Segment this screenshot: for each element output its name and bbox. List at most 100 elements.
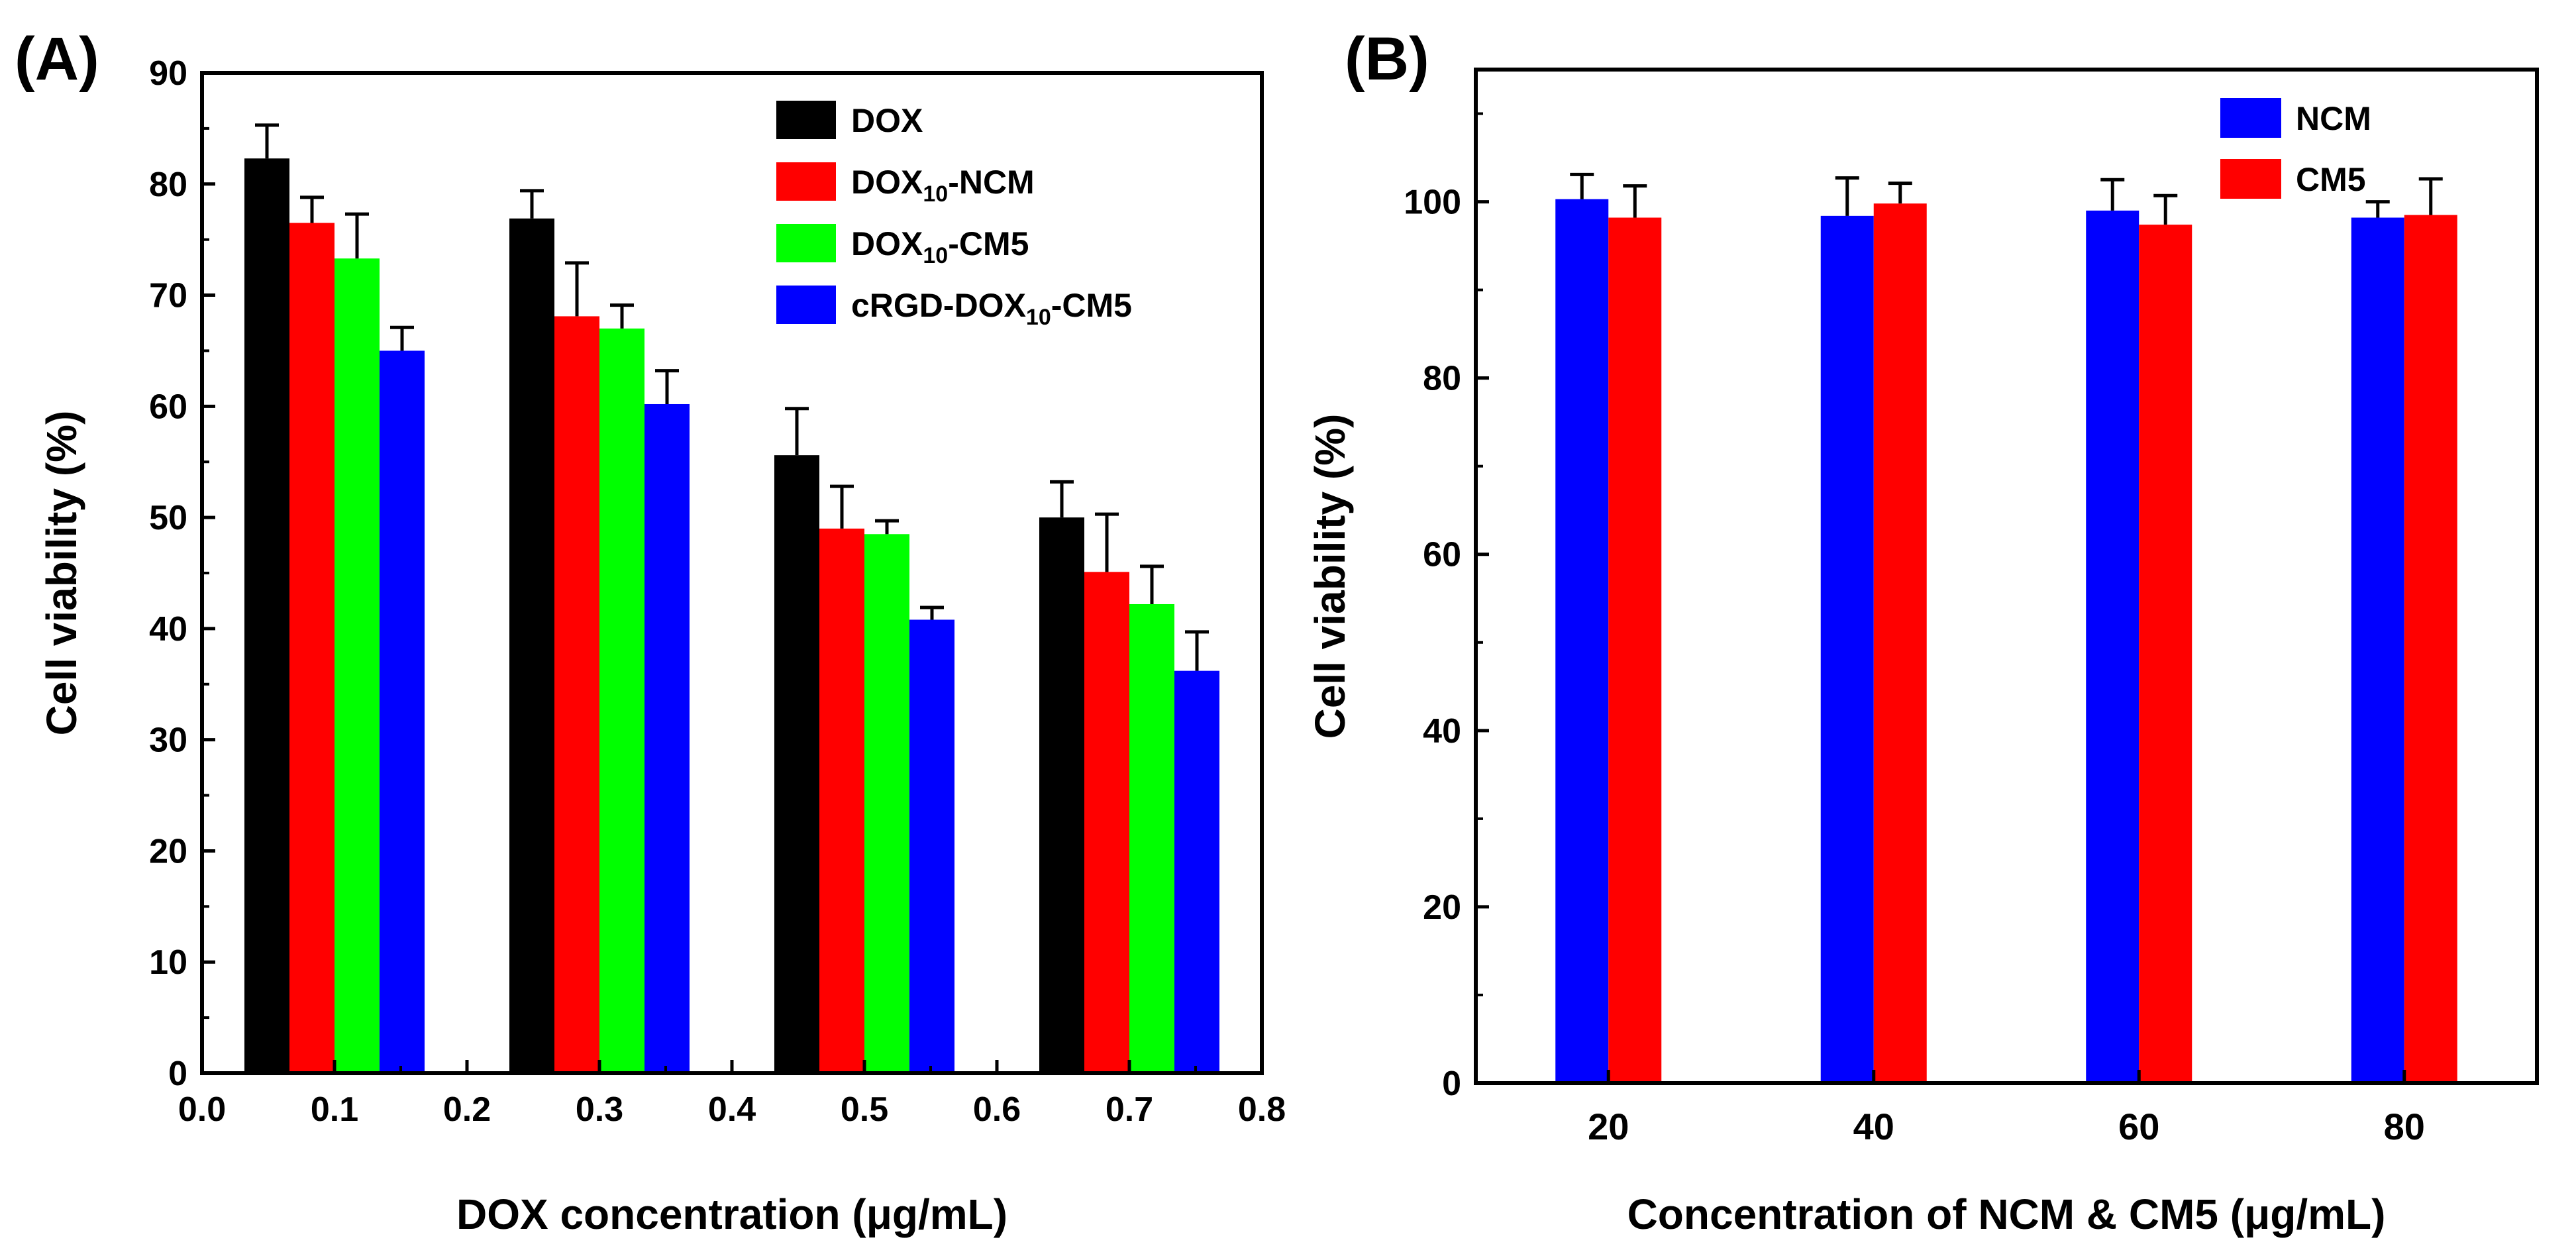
errorbar-a-2-2 xyxy=(875,519,899,535)
bar-b-cm5-0 xyxy=(1608,217,1662,1083)
ytick-label-a-2: 20 xyxy=(149,832,187,870)
bar-a-crgd-dox10-cm5-2 xyxy=(909,619,954,1073)
xtick-label-a-4: 0.4 xyxy=(708,1090,756,1129)
legend-label-b-1: CM5 xyxy=(2296,161,2366,198)
errorbar-a-1-3 xyxy=(1095,512,1119,572)
xtick-label-a-0: 0.0 xyxy=(178,1090,226,1129)
legend-label-a-2-tail: -CM5 xyxy=(948,225,1029,262)
bar-a-dox-3 xyxy=(1039,517,1084,1073)
bar-a-dox10-cm5-1 xyxy=(599,328,644,1073)
bar-a-crgd-dox10-cm5-0 xyxy=(380,350,425,1073)
legend-label-a-3-main: cRGD-DOX xyxy=(851,287,1026,324)
errorbar-a-3-1 xyxy=(655,369,679,404)
xtick-label-a-2: 0.2 xyxy=(443,1090,491,1129)
legend-swatch-a-3 xyxy=(776,286,836,324)
xtick-label-b-3: 80 xyxy=(2384,1106,2425,1147)
ytick-label-b-3: 60 xyxy=(1423,536,1461,574)
errorbar-b-0-0 xyxy=(1570,172,1594,199)
legend-label-a-0-main: DOX xyxy=(851,102,923,139)
x-axis-label-a: DOX concentration (μg/mL) xyxy=(456,1190,1007,1238)
errorbar-a-3-2 xyxy=(920,605,944,620)
ytick-label-a-7: 70 xyxy=(149,277,187,315)
bar-a-dox10-cm5-3 xyxy=(1129,604,1174,1073)
ytick-label-a-1: 10 xyxy=(149,943,187,982)
errorbar-b-1-2 xyxy=(2153,193,2178,225)
bar-b-cm5-3 xyxy=(2404,215,2457,1083)
errorbar-b-0-3 xyxy=(2365,200,2390,218)
legend-swatch-a-2 xyxy=(776,224,836,262)
plot-frame-b xyxy=(1474,68,2539,1085)
bar-a-dox-1 xyxy=(509,218,554,1074)
bar-a-crgd-dox10-cm5-3 xyxy=(1174,670,1219,1073)
legend-label-a-1-sub: 10 xyxy=(923,182,948,207)
y-axis-label-b: Cell viability (%) xyxy=(1306,414,1354,739)
ytick-label-a-6: 60 xyxy=(149,388,187,426)
legend-label-a-1: DOX10-NCM xyxy=(851,164,1035,207)
errorbar-a-0-0 xyxy=(255,123,279,159)
errorbar-b-1-1 xyxy=(1888,182,1912,204)
errorbar-a-1-1 xyxy=(565,261,589,317)
legend-label-a-3-tail: -CM5 xyxy=(1051,287,1132,324)
errorbar-b-1-0 xyxy=(1623,184,1647,218)
legend-label-a-0: DOX xyxy=(851,102,923,139)
ytick-label-a-4: 40 xyxy=(149,610,187,649)
bar-b-cm5-2 xyxy=(2139,225,2192,1084)
legend-label-a-3-sub: 10 xyxy=(1026,305,1051,330)
legend-label-b-0-main: NCM xyxy=(2296,100,2371,137)
errorbar-b-0-1 xyxy=(1835,176,1859,216)
y-axis-label-a: Cell viability (%) xyxy=(38,411,85,736)
legend-label-a-2-main: DOX xyxy=(851,225,923,262)
ytick-label-a-8: 80 xyxy=(149,166,187,204)
legend-b: NCM CM5 xyxy=(2220,98,2371,199)
ytick-label-b-1: 20 xyxy=(1423,888,1461,927)
bar-a-dox10-cm5-2 xyxy=(864,534,909,1073)
legend-label-b-1-main: CM5 xyxy=(2296,161,2366,198)
errorbar-a-3-3 xyxy=(1185,630,1209,671)
errorbar-a-3-0 xyxy=(390,325,414,351)
xtick-label-a-6: 0.6 xyxy=(973,1090,1021,1129)
bar-a-crgd-dox10-cm5-1 xyxy=(644,403,690,1073)
errorbar-a-2-3 xyxy=(1140,564,1164,604)
xtick-label-a-7: 0.7 xyxy=(1106,1090,1153,1129)
bar-a-dox-2 xyxy=(774,455,819,1073)
legend-swatch-b-1 xyxy=(2220,159,2281,199)
ytick-label-a-9: 90 xyxy=(149,54,187,93)
panel-b-label: (B) xyxy=(1345,25,1429,93)
bar-a-dox10-ncm-1 xyxy=(554,316,599,1073)
bar-a-dox10-cm5-0 xyxy=(335,258,380,1073)
ytick-label-b-5: 100 xyxy=(1404,184,1461,222)
legend-label-a-1-main: DOX xyxy=(851,164,923,201)
ytick-label-b-4: 80 xyxy=(1423,360,1461,398)
bar-a-dox-0 xyxy=(244,158,289,1074)
bar-b-cm5-1 xyxy=(1873,203,1927,1083)
bar-b-ncm-3 xyxy=(2351,217,2404,1083)
errorbar-a-1-2 xyxy=(830,484,854,529)
legend-label-b-0: NCM xyxy=(2296,100,2371,137)
errorbar-a-0-1 xyxy=(520,189,544,219)
xtick-label-a-3: 0.3 xyxy=(576,1090,623,1129)
errorbar-a-1-0 xyxy=(300,195,324,223)
ytick-label-a-0: 0 xyxy=(168,1055,187,1093)
xtick-label-b-1: 40 xyxy=(1853,1106,1894,1147)
x-axis-label-b: Concentration of NCM & CM5 (μg/mL) xyxy=(1627,1190,2386,1238)
xtick-label-a-1: 0.1 xyxy=(311,1090,358,1129)
bar-b-ncm-2 xyxy=(2086,210,2139,1083)
legend-label-a-1-tail: -NCM xyxy=(948,164,1035,201)
bar-b-ncm-1 xyxy=(1820,215,1874,1083)
bar-a-dox10-ncm-3 xyxy=(1084,572,1129,1073)
errorbar-a-0-3 xyxy=(1050,480,1074,518)
bar-a-dox10-ncm-0 xyxy=(289,223,335,1073)
legend-swatch-b-0 xyxy=(2220,98,2281,138)
chart-b: 0 20 40 60 80 100 20 40 60 80 Concentration of NCM… xyxy=(1306,68,2539,1238)
xtick-label-b-0: 20 xyxy=(1588,1106,1629,1147)
ytick-label-b-2: 40 xyxy=(1423,712,1461,751)
xtick-label-a-8: 0.8 xyxy=(1238,1090,1286,1129)
errorbar-b-0-2 xyxy=(2100,178,2125,211)
bar-a-dox10-ncm-2 xyxy=(819,528,864,1073)
errorbar-a-0-2 xyxy=(785,407,809,456)
legend-swatch-a-1 xyxy=(776,162,836,201)
bar-b-ncm-0 xyxy=(1555,199,1609,1083)
legend-label-a-2: DOX10-CM5 xyxy=(851,225,1029,268)
